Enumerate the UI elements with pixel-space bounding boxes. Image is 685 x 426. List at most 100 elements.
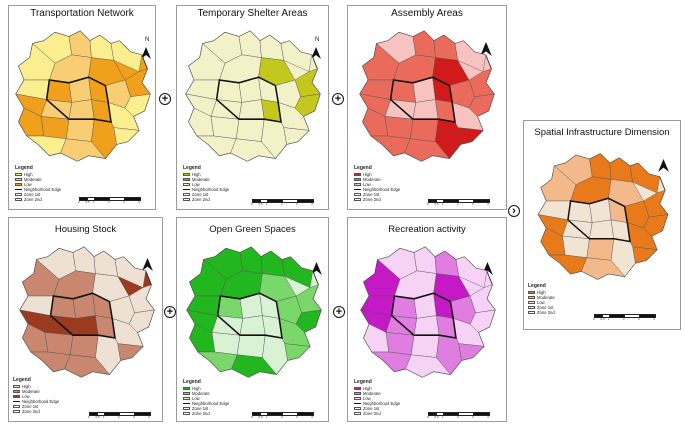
zone-boundary bbox=[389, 76, 456, 123]
legend-label: Neighborhood Edge bbox=[363, 401, 401, 406]
legend-item: Zone 2nd bbox=[183, 411, 229, 416]
neighborhood-region bbox=[409, 118, 439, 142]
legend-label: Zone 2nd bbox=[363, 197, 381, 202]
map-panel-recreation-activity: Recreation activity Legend High Moderate Lo… bbox=[347, 217, 507, 422]
neighborhood-region bbox=[210, 99, 243, 120]
scale-label: 0.5 bbox=[434, 201, 439, 206]
neighborhood-region bbox=[413, 315, 440, 336]
choropleth-map bbox=[537, 153, 669, 280]
legend-swatch bbox=[15, 177, 22, 182]
legend-label: Moderate bbox=[537, 295, 555, 300]
legend-title: Legend bbox=[528, 283, 546, 289]
neighborhood-region bbox=[44, 315, 77, 336]
legend-item: Zone 1st bbox=[354, 406, 400, 411]
neighborhood-region bbox=[632, 246, 658, 264]
map-panel-transportation: Transportation Network N Legend High Moder… bbox=[8, 5, 156, 210]
legend-item: High bbox=[13, 384, 59, 389]
neighborhood-region bbox=[72, 246, 96, 274]
scale-label: 0 bbox=[251, 201, 253, 206]
panel-title: Recreation activity bbox=[388, 224, 466, 235]
scale-label: 0.5 bbox=[600, 316, 605, 321]
scale-label: 2 bbox=[457, 414, 459, 419]
choropleth-map bbox=[15, 30, 151, 162]
neighborhood-region bbox=[239, 246, 263, 274]
legend-item: Low bbox=[354, 182, 400, 187]
neighborhood-region bbox=[384, 99, 417, 120]
legend-swatch bbox=[15, 192, 22, 197]
legend-item: Zone 2nd bbox=[528, 310, 555, 315]
plus-icon: + bbox=[332, 93, 344, 105]
legend-item: Low bbox=[13, 394, 59, 399]
scale-label: 0 bbox=[427, 414, 429, 419]
panel-title: Temporary Shelter Areas bbox=[197, 8, 308, 19]
legend-label: High bbox=[24, 172, 33, 177]
neighborhood-region bbox=[64, 354, 110, 378]
legend-label: Zone 1st bbox=[24, 192, 41, 197]
scale-label: 4 bbox=[311, 201, 313, 206]
scale-label: 3 bbox=[472, 414, 474, 419]
legend-swatch bbox=[354, 386, 361, 391]
legend-label: Zone 1st bbox=[192, 406, 209, 411]
scale-label: 0.5 bbox=[258, 201, 263, 206]
map-legend: Legend High Moderate Low Neighborhood Edge Zo… bbox=[354, 166, 400, 202]
scale-bar: 0 0.5 1 2 3 4 bbox=[427, 198, 498, 206]
scale-segment bbox=[124, 197, 141, 201]
neighborhood-region bbox=[128, 309, 155, 333]
panel-title: Spatial Infrastructure Dimension bbox=[534, 127, 670, 138]
legend-label: High bbox=[363, 386, 372, 391]
scale-bar: 0 0.5 1 2 3 4 bbox=[427, 411, 498, 419]
scale-bar: 0 0.5 1 2 3 4 bbox=[88, 411, 159, 419]
legend-label: Zone 2nd bbox=[24, 197, 42, 202]
scale-label: 4 bbox=[653, 316, 655, 321]
scale-label: 3 bbox=[638, 316, 640, 321]
legend-item: Zone 1st bbox=[183, 192, 229, 197]
neighborhood-region bbox=[239, 315, 266, 336]
neighborhood-region bbox=[283, 127, 310, 145]
legend-title: Legend bbox=[183, 165, 201, 171]
zone-boundary bbox=[567, 197, 631, 243]
legend-item: Zone 1st bbox=[354, 192, 400, 197]
legend-label: Zone 1st bbox=[537, 305, 554, 310]
scale-label: 0 bbox=[593, 316, 595, 321]
panel-title: Transportation Network bbox=[30, 8, 134, 19]
legend-label: Zone 2nd bbox=[192, 411, 210, 416]
scale-segment bbox=[134, 412, 151, 416]
choropleth-map bbox=[185, 30, 321, 162]
legend-label: Zone 2nd bbox=[363, 411, 381, 416]
map-legend: Legend High Moderate Low Neighborhood Edge Zo… bbox=[15, 166, 61, 202]
neighborhood-region bbox=[89, 34, 115, 61]
zone-boundary bbox=[49, 292, 116, 339]
scale-label: 2 bbox=[281, 201, 283, 206]
neighborhood-region bbox=[370, 135, 411, 156]
legend-label: High bbox=[22, 384, 31, 389]
neighborhood-region bbox=[371, 351, 412, 372]
legend-swatch bbox=[354, 177, 361, 182]
neighborhood-region bbox=[26, 135, 67, 156]
legend-label: High bbox=[537, 290, 546, 295]
legend-label: High bbox=[192, 172, 201, 177]
scale-segment bbox=[639, 314, 656, 318]
neighborhood-region bbox=[413, 246, 437, 274]
neighborhood-region bbox=[412, 30, 436, 58]
neighborhood-region bbox=[410, 334, 440, 358]
north-arrow-icon: N bbox=[311, 37, 327, 68]
neighborhood-region bbox=[457, 127, 484, 145]
map-legend: Legend High Moderate Low Zone 1st Zone 2nd bbox=[528, 284, 555, 315]
scale-label: 0.5 bbox=[258, 414, 263, 419]
legend-label: Zone 2nd bbox=[537, 310, 555, 315]
legend-item: Moderate bbox=[183, 177, 229, 182]
scale-label: 1 bbox=[266, 414, 268, 419]
legend-label: Low bbox=[22, 394, 30, 399]
legend-item: Moderate bbox=[183, 391, 229, 396]
legend-label: Zone 1st bbox=[363, 192, 380, 197]
panel-title: Assembly Areas bbox=[391, 8, 463, 19]
legend-label: Moderate bbox=[192, 177, 210, 182]
map-panel-housing-stock: Housing Stock Legend High Moderate Low Neigh… bbox=[8, 217, 163, 422]
neighborhood-region bbox=[412, 99, 439, 120]
legend-label: Moderate bbox=[22, 389, 40, 394]
neighborhood-region bbox=[65, 118, 95, 142]
scale-label: 0.5 bbox=[434, 414, 439, 419]
legend-item: Neighborhood Edge bbox=[354, 401, 400, 406]
legend-swatch bbox=[183, 396, 190, 401]
legend-item: High bbox=[183, 172, 229, 177]
